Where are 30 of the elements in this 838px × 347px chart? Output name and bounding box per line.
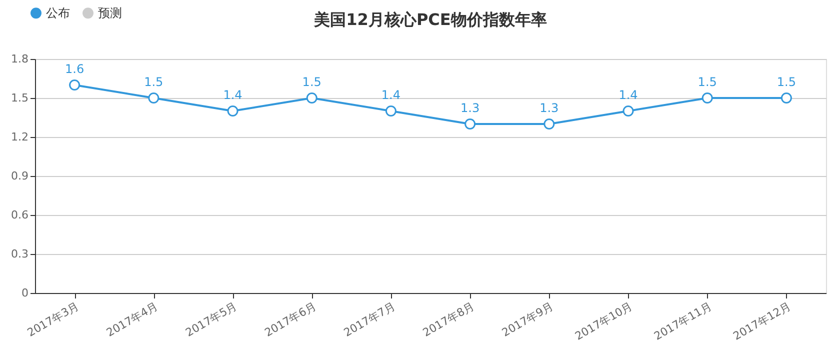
chart-title: 美国12月核心PCE物价指数年率 [313,10,547,29]
point [622,106,634,116]
y-tick-label: 0.6 [11,208,28,222]
point [385,106,396,116]
data-label: 1.4 [618,88,638,102]
data-label: 1.5 [698,75,717,89]
point [702,92,713,104]
y-tick-label: 1.2 [11,130,28,144]
data-label: 1.3 [540,101,559,115]
data-label: 1.3 [460,101,480,115]
legend-label: 预测 [98,6,122,20]
data-label: 1.5 [776,75,796,89]
y-tick-label: 1.8 [11,52,28,66]
point [464,118,476,130]
y-tick-label: 0 [22,286,28,300]
point [306,92,318,104]
data-label: 1.4 [381,88,400,102]
y-tick-label: 1.5 [11,92,28,104]
point [69,80,80,90]
point [227,106,238,116]
data-label: 1.6 [65,62,84,76]
point [148,92,160,104]
y-tick-label: 0.9 [11,170,28,182]
data-label: 1.4 [223,88,242,102]
data-label: 1.5 [144,75,164,89]
data-label: 1.5 [302,75,322,89]
point [780,92,792,104]
legend-label: 公布 [46,6,70,20]
point [544,118,555,130]
y-tick-label: 0.3 [11,248,28,260]
